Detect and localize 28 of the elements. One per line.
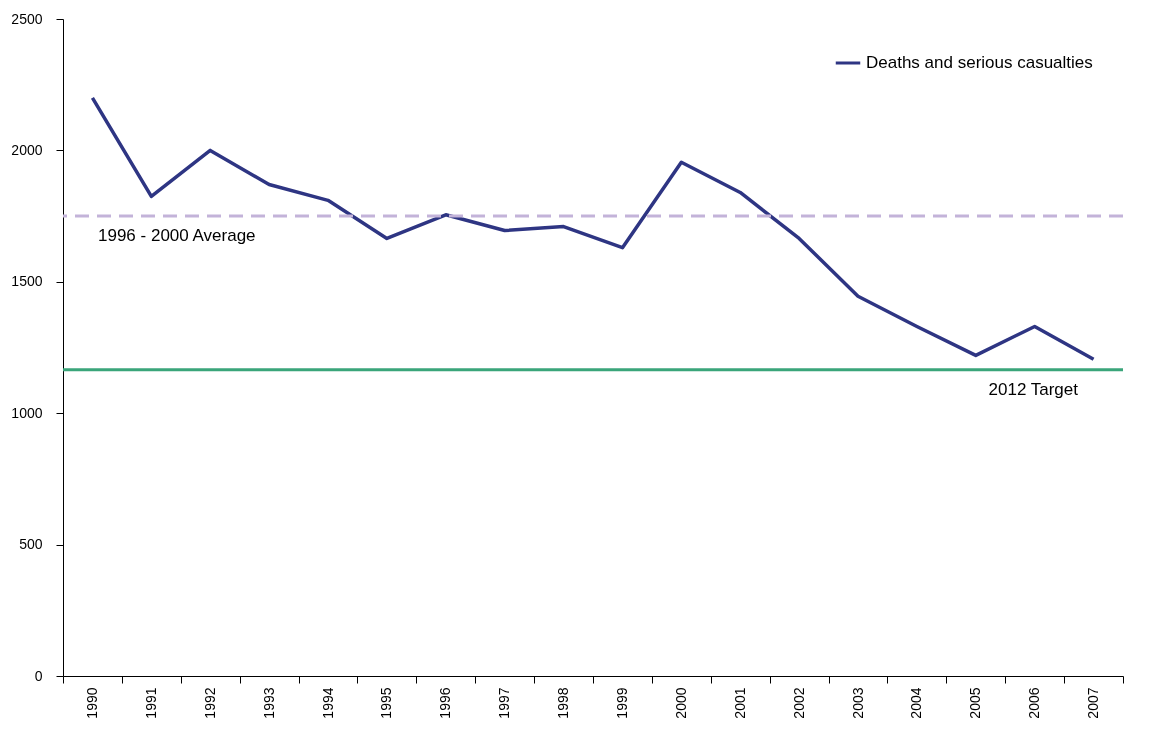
x-tick-label: 2001 [731, 687, 748, 719]
x-tick-label: 2006 [1026, 687, 1043, 719]
x-tick-label: 1995 [378, 687, 395, 719]
x-tick-label: 2003 [849, 687, 866, 719]
x-tick-label: 1999 [613, 687, 630, 719]
legend-label: Deaths and serious casualties [866, 53, 1093, 72]
x-tick-label: 2000 [672, 687, 689, 719]
x-tick-label: 2002 [790, 687, 807, 719]
x-tick-label: 1993 [260, 687, 277, 719]
ref-line-label: 2012 Target [988, 379, 1079, 399]
y-tick-label: 2500 [11, 10, 43, 27]
x-tick-label: 1997 [496, 687, 513, 719]
y-tick-label: 1000 [11, 404, 43, 421]
y-tick-label: 500 [19, 536, 43, 553]
ref-line-label: 1996 - 2000 Average [98, 226, 256, 246]
line-series [90, 96, 1096, 362]
y-tick-label: 0 [34, 667, 43, 684]
x-tick-label: 1998 [555, 687, 572, 719]
x-tick-label: 1991 [142, 687, 159, 719]
x-tick-label: 1994 [319, 687, 336, 719]
x-tick-label: 1992 [201, 687, 218, 719]
x-tick-label: 2007 [1085, 687, 1102, 719]
x-tick-label: 1996 [437, 687, 454, 719]
x-tick-label: 2004 [908, 687, 925, 719]
y-tick-label: 1500 [11, 273, 43, 290]
x-tick-label: 2005 [967, 687, 984, 719]
y-tick-label: 2000 [11, 141, 43, 158]
x-tick-label: 1990 [83, 687, 100, 719]
